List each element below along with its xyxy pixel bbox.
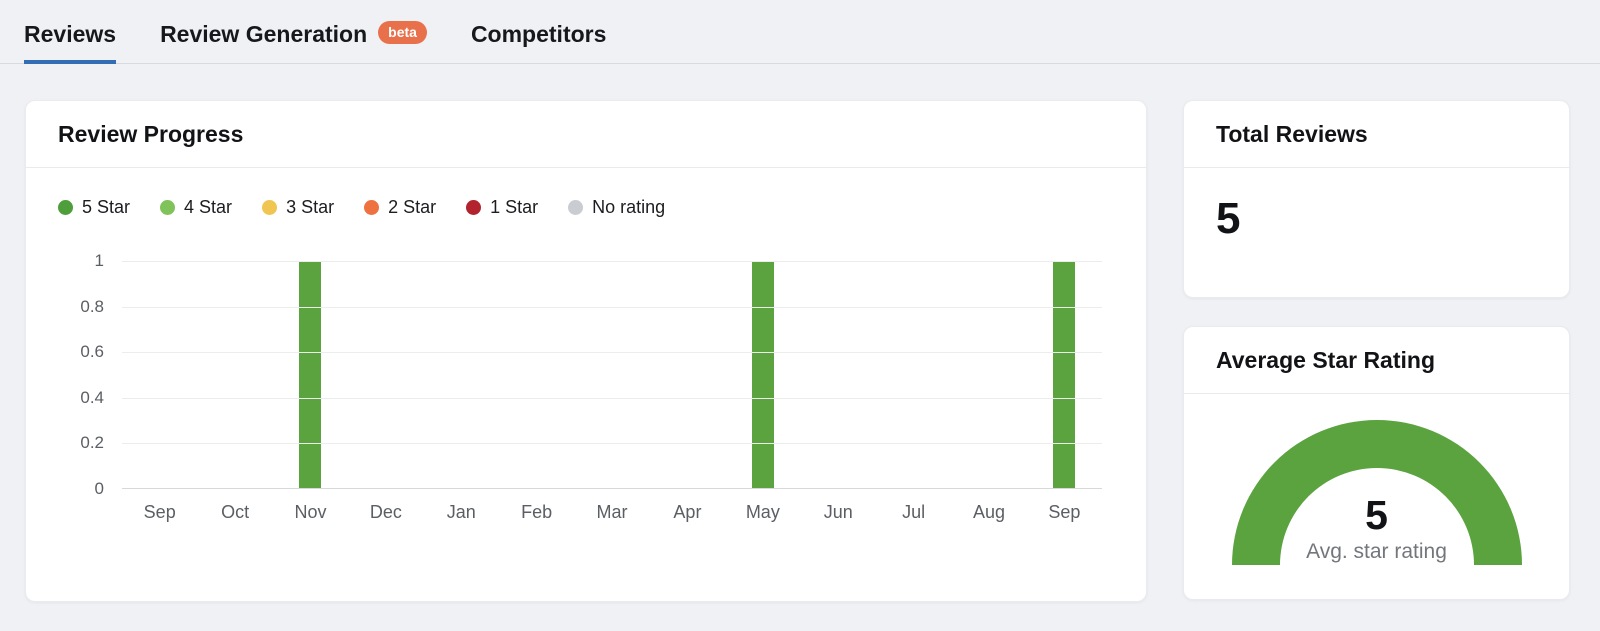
average-rating-header: Average Star Rating bbox=[1184, 327, 1569, 394]
chart-column-3 bbox=[273, 261, 348, 489]
x-axis-label: Nov bbox=[294, 502, 327, 522]
tab-label: Competitors bbox=[470, 21, 607, 47]
chart-column-10 bbox=[801, 261, 876, 489]
legend-item-4-star[interactable]: 4 Star bbox=[160, 197, 232, 218]
total-reviews-title: Total Reviews bbox=[1216, 121, 1368, 147]
x-axis-label: Dec bbox=[369, 502, 402, 522]
legend-item-no-rating[interactable]: No rating bbox=[568, 197, 665, 218]
gauge-caption: Avg. star rating bbox=[1306, 540, 1447, 563]
bar-5-star-sep[interactable] bbox=[1053, 261, 1076, 489]
review-progress-title: Review Progress bbox=[58, 121, 244, 147]
main-content: Review Progress 5 Star 4 Star 3 Star 2 Star… bbox=[0, 64, 1600, 602]
legend-label: 5 Star bbox=[82, 197, 131, 217]
plot-column: Sep Oct Nov Dec Jan Feb Mar Apr May Jun Jul Aug Sep bbox=[122, 261, 1102, 523]
chart-column-4 bbox=[348, 261, 423, 489]
legend-label: 1 Star bbox=[490, 197, 539, 217]
rating-gauge: 5 Avg. star rating bbox=[1231, 420, 1522, 565]
tab-review-generation[interactable]: Review Generation beta bbox=[160, 21, 427, 63]
y-axis-label: 0.8 bbox=[80, 296, 104, 316]
total-reviews-value: 5 bbox=[1216, 194, 1241, 243]
gridline bbox=[122, 352, 1102, 354]
x-axis-label: Jun bbox=[823, 502, 853, 522]
gauge-value: 5 bbox=[1365, 491, 1388, 538]
legend-label: No rating bbox=[592, 197, 666, 217]
x-axis-label: Apr bbox=[673, 502, 702, 522]
bar-columns bbox=[122, 261, 1102, 489]
gridline bbox=[122, 306, 1102, 308]
beta-badge: beta bbox=[378, 21, 427, 44]
average-rating-title: Average Star Rating bbox=[1216, 347, 1435, 373]
legend-item-1-star[interactable]: 1 Star bbox=[466, 197, 538, 218]
chart-column-11 bbox=[876, 261, 951, 489]
legend-item-2-star[interactable]: 2 Star bbox=[364, 197, 436, 218]
x-axis: Sep Oct Nov Dec Jan Feb Mar Apr May Jun Jul Aug Sep bbox=[122, 502, 1102, 523]
tab-bar: Reviews Review Generation beta Competitors bbox=[0, 0, 1600, 64]
y-axis-label: 0.2 bbox=[80, 433, 104, 453]
total-reviews-card: Total Reviews 5 bbox=[1183, 100, 1570, 298]
legend-item-3-star[interactable]: 3 Star bbox=[262, 197, 334, 218]
y-axis-label: 0 bbox=[94, 479, 104, 498]
chart-column-5 bbox=[424, 261, 499, 489]
chart-legend: 5 Star 4 Star 3 Star 2 Star 1 Star No rating bbox=[58, 197, 1102, 218]
gridline bbox=[122, 443, 1102, 445]
chart-column-13 bbox=[1027, 261, 1102, 489]
x-axis-label: Oct bbox=[221, 502, 250, 522]
review-progress-header: Review Progress bbox=[26, 101, 1146, 168]
tab-label: Reviews bbox=[24, 21, 117, 47]
review-progress-body: 5 Star 4 Star 3 Star 2 Star 1 Star No rating … bbox=[26, 197, 1146, 523]
bar-chart: 0 0.2 0.4 0.6 0.8 1 Sep Oct Nov Dec Jan Feb Mar Apr M… bbox=[58, 251, 1102, 523]
legend-dot-icon bbox=[568, 200, 584, 215]
x-axis-label: Sep bbox=[1048, 502, 1081, 522]
gridline bbox=[122, 488, 1102, 489]
legend-dot-icon bbox=[58, 200, 73, 215]
average-rating-card: Average Star Rating 5 Avg. star rating bbox=[1183, 326, 1570, 600]
chart-column-12 bbox=[951, 261, 1026, 489]
tab-reviews[interactable]: Reviews bbox=[24, 21, 117, 64]
total-reviews-header: Total Reviews bbox=[1184, 101, 1569, 168]
x-axis-label: Feb bbox=[521, 502, 553, 522]
gauge-text: 5 Avg. star rating bbox=[1232, 491, 1522, 564]
gridline bbox=[122, 397, 1102, 399]
chart-column-6 bbox=[499, 261, 574, 489]
y-axis-label: 1 bbox=[94, 251, 104, 270]
x-axis-label: Jul bbox=[902, 502, 926, 522]
x-axis-label: Sep bbox=[143, 502, 176, 522]
legend-dot-icon bbox=[364, 200, 380, 215]
legend-item-5-star[interactable]: 5 Star bbox=[58, 197, 130, 218]
plot-area bbox=[122, 261, 1102, 489]
chart-column-9 bbox=[725, 261, 800, 489]
bar-5-star-nov[interactable] bbox=[299, 261, 322, 489]
y-axis-label: 0.6 bbox=[80, 342, 104, 362]
legend-dot-icon bbox=[160, 200, 176, 215]
legend-label: 4 Star bbox=[184, 197, 233, 217]
legend-label: 3 Star bbox=[286, 197, 335, 217]
chart-column-2 bbox=[197, 261, 272, 489]
chart-column-8 bbox=[650, 261, 725, 489]
x-axis-label: Aug bbox=[972, 502, 1005, 522]
bar-5-star-may[interactable] bbox=[751, 261, 774, 489]
gridline bbox=[122, 261, 1102, 262]
legend-dot-icon bbox=[466, 200, 482, 215]
x-axis-label: May bbox=[745, 502, 780, 522]
y-axis-label: 0.4 bbox=[80, 387, 104, 407]
right-column: Total Reviews 5 Average Star Rating 5 Av… bbox=[1183, 100, 1570, 600]
chart-column-1 bbox=[122, 261, 197, 489]
x-axis-label: Jan bbox=[446, 502, 476, 522]
legend-dot-icon bbox=[262, 200, 278, 215]
legend-label: 2 Star bbox=[388, 197, 437, 217]
chart-column-7 bbox=[574, 261, 649, 489]
review-progress-card: Review Progress 5 Star 4 Star 3 Star 2 Star… bbox=[25, 100, 1147, 602]
x-axis-label: Mar bbox=[596, 502, 628, 522]
y-axis: 0 0.2 0.4 0.6 0.8 1 bbox=[58, 251, 122, 498]
tab-label: Review Generation bbox=[160, 21, 368, 47]
tab-competitors[interactable]: Competitors bbox=[471, 21, 606, 63]
